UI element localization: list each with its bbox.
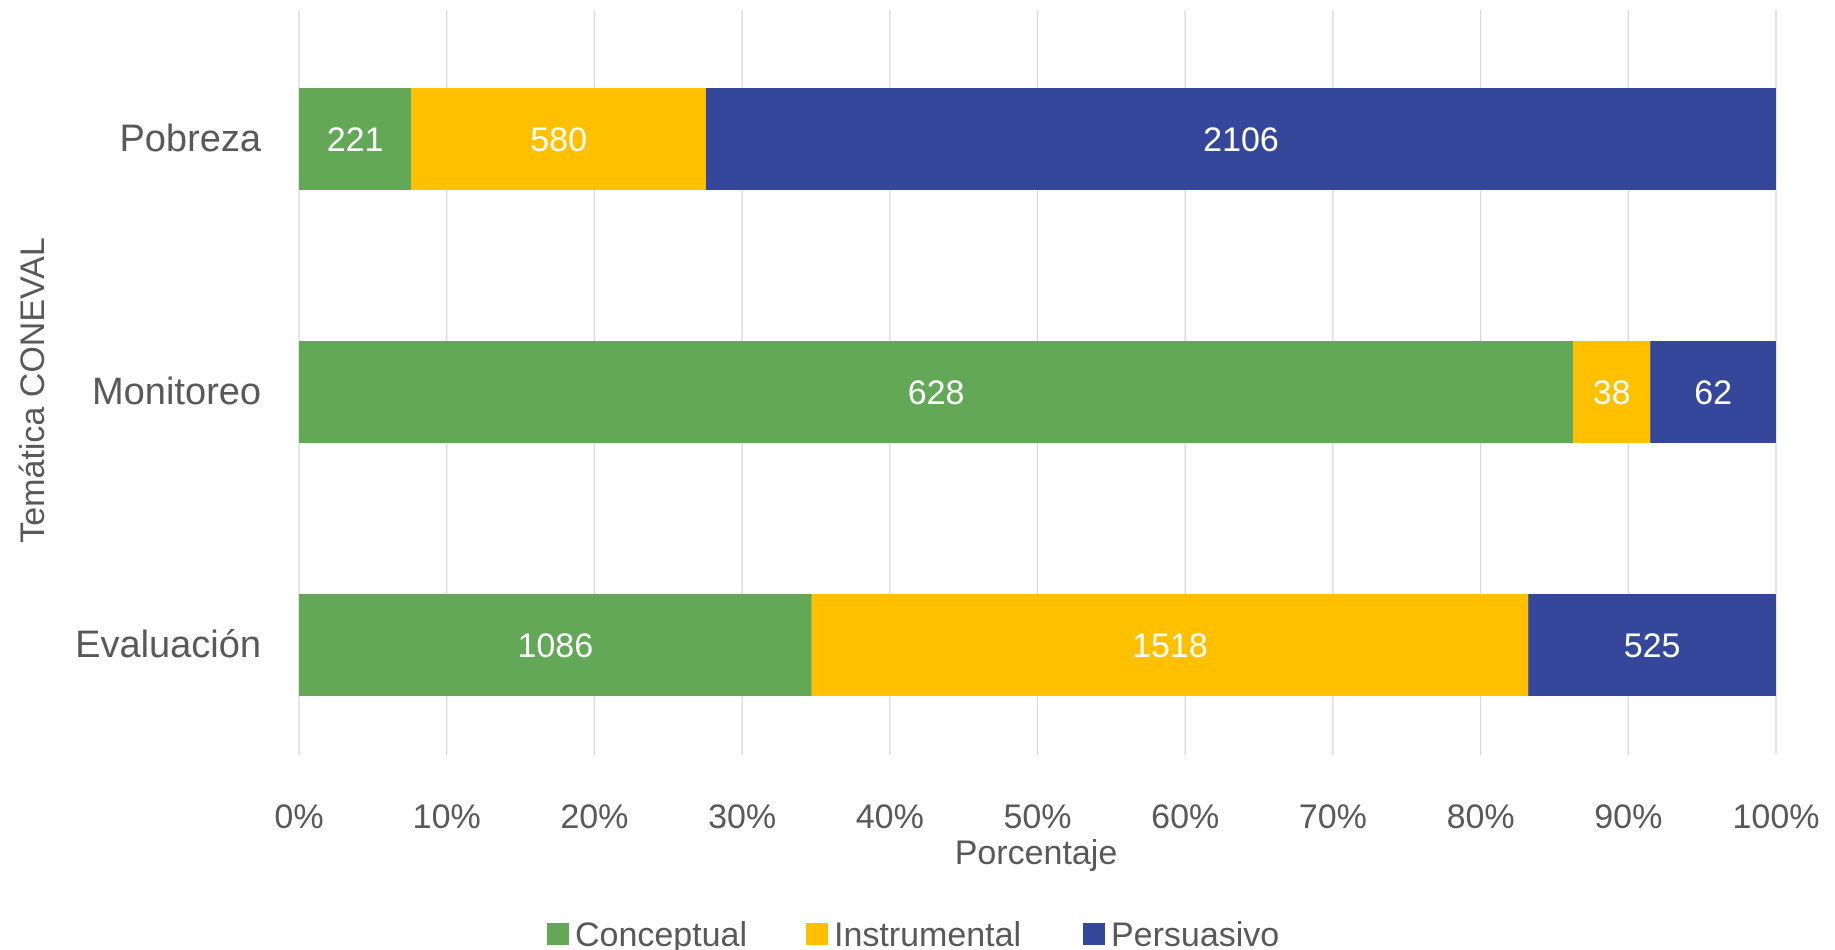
legend-label: Persuasivo: [1111, 916, 1279, 950]
x-tick-label: 90%: [1594, 798, 1662, 836]
bar-segment: [299, 594, 812, 696]
data-label: 1086: [517, 627, 593, 665]
x-tick-label: 60%: [1151, 798, 1219, 836]
x-tick-label: 10%: [413, 798, 481, 836]
legend-label: Conceptual: [575, 916, 747, 950]
bar-segment: [411, 88, 706, 190]
category-label: Evaluación: [75, 624, 261, 666]
category-labels: Pobreza Monitoreo Evaluación: [75, 118, 262, 666]
data-label: 525: [1624, 627, 1681, 665]
x-tick-label: 50%: [1003, 798, 1071, 836]
legend-label: Instrumental: [834, 916, 1021, 950]
x-tick-label: 80%: [1447, 798, 1515, 836]
category-label: Monitoreo: [92, 371, 261, 413]
legend-swatch: [806, 923, 828, 945]
bar-segment: [299, 88, 412, 190]
data-label: 1518: [1132, 627, 1208, 665]
x-tick-label: 30%: [708, 798, 776, 836]
data-label: 38: [1593, 374, 1631, 412]
data-label: 221: [327, 121, 384, 159]
data-label: 580: [530, 121, 587, 159]
x-tick-label: 0%: [274, 798, 323, 836]
data-label: 62: [1694, 374, 1732, 412]
x-axis-label: Porcentaje: [955, 834, 1118, 872]
data-label: 2106: [1203, 121, 1279, 159]
bar-segment: [1573, 341, 1651, 443]
data-label: 628: [908, 374, 965, 412]
bar-segment: [811, 594, 1529, 696]
bars: 221 580 2106 628 38 62 1086 1518 525: [299, 88, 1776, 696]
x-tick-labels: 0% 10% 20% 30% 40% 50% 60% 70% 80% 90% 100%: [274, 798, 1819, 836]
category-label: Pobreza: [119, 118, 261, 160]
bar-segment: [1650, 341, 1776, 443]
legend-swatch: [1083, 923, 1105, 945]
bar-segment: [299, 341, 1574, 443]
bar-segment: [1528, 594, 1776, 696]
x-tick-label: 70%: [1299, 798, 1367, 836]
legend-swatch: [547, 923, 569, 945]
legend: Conceptual Instrumental Persuasivo: [547, 916, 1279, 950]
x-tick-label: 40%: [856, 798, 924, 836]
x-tick-label: 20%: [560, 798, 628, 836]
bar-segment: [705, 88, 1776, 190]
x-tick-label: 100%: [1733, 798, 1820, 836]
y-axis-label: Temática CONEVAL: [14, 237, 52, 542]
